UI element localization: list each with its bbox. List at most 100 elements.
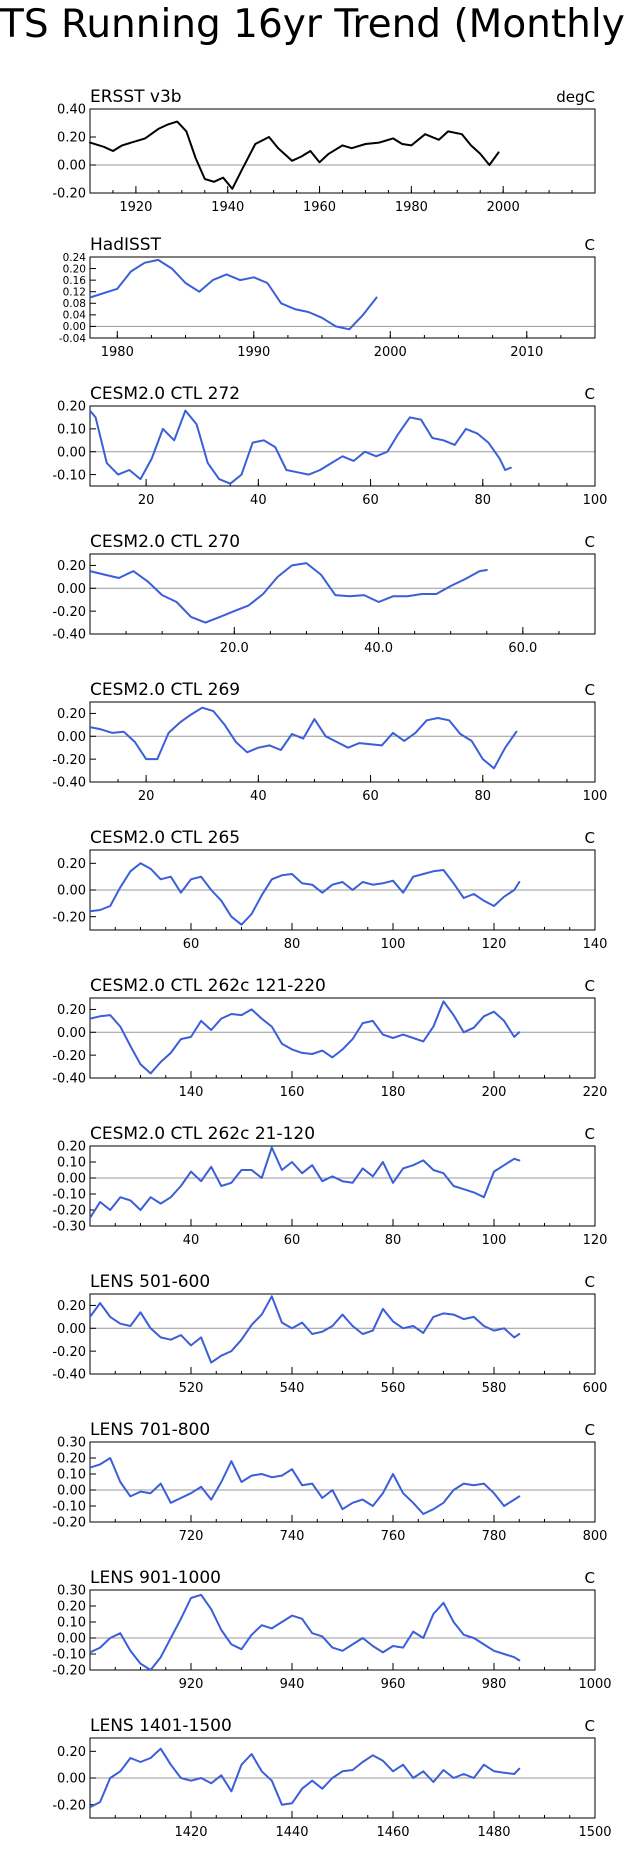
y-tick-label: -0.20	[52, 1049, 86, 1064]
y-tick-label: 0.08	[63, 298, 86, 310]
x-tick-label: 1500	[578, 1825, 611, 1840]
x-tick-label: 80	[284, 937, 301, 952]
y-tick-label: -0.20	[52, 1798, 86, 1813]
y-tick-label: 0.40	[57, 103, 86, 118]
x-tick-label: 1460	[376, 1825, 409, 1840]
panel-title: CESM2.0 CTL 262c 21-120	[90, 1124, 315, 1144]
y-tick-label: 0.20	[57, 131, 86, 146]
x-tick-label: 960	[381, 1677, 406, 1692]
y-tick-label: 0.20	[57, 1140, 86, 1155]
x-tick-label: 140	[583, 937, 608, 952]
x-tick-label: 1000	[578, 1677, 611, 1692]
y-tick-label: 0.16	[63, 275, 87, 287]
x-tick-label: 940	[280, 1677, 305, 1692]
series-line	[89, 1457, 521, 1515]
y-tick-label: 0.10	[57, 423, 86, 438]
x-tick-label: 140	[179, 1085, 204, 1100]
panel-title: CESM2.0 CTL 272	[90, 384, 240, 404]
series-line	[89, 1295, 521, 1364]
panel-units: C	[585, 236, 595, 254]
series-line	[89, 1000, 521, 1075]
x-tick-label: 60	[284, 1233, 301, 1248]
y-tick-label: -0.10	[52, 1500, 86, 1515]
y-tick-label: 0.20	[57, 1003, 86, 1018]
panel-title: ERSST v3b	[90, 87, 182, 107]
y-tick-label: 0.30	[57, 1584, 86, 1599]
x-tick-label: 60.0	[508, 641, 537, 656]
y-tick-label: 0.00	[57, 445, 86, 460]
panel-units: C	[585, 829, 595, 847]
x-tick-label: 20.0	[220, 641, 249, 656]
y-tick-label: -0.40	[52, 1368, 86, 1383]
x-tick-label: 580	[482, 1381, 507, 1396]
page-title: TS Running 16yr Trend (Monthly)	[0, 2, 625, 47]
series-line	[89, 1747, 521, 1809]
series-line	[89, 1593, 521, 1671]
y-tick-label: 0.00	[57, 159, 86, 174]
x-tick-label: 80	[475, 789, 492, 804]
panel-units: C	[585, 977, 595, 995]
x-tick-label: 20	[138, 789, 155, 804]
x-tick-label: 40	[183, 1233, 200, 1248]
panel-frame	[89, 256, 596, 339]
x-tick-label: 40	[250, 493, 267, 508]
y-tick-label: 0.20	[63, 263, 86, 275]
panel-frame	[89, 997, 596, 1079]
x-tick-label: 1480	[477, 1825, 510, 1840]
y-tick-label: -0.20	[52, 910, 86, 925]
y-tick-label: -0.20	[52, 1516, 86, 1531]
panel-units: C	[585, 1717, 595, 1735]
x-tick-label: 540	[280, 1381, 305, 1396]
y-tick-label: 0.20	[57, 707, 86, 722]
y-tick-label: 0.00	[57, 1632, 86, 1647]
y-tick-label: 0.24	[63, 252, 87, 264]
y-tick-label: 0.00	[57, 1484, 86, 1499]
series-line	[89, 862, 521, 926]
panel-units: degC	[556, 88, 595, 106]
x-tick-label: 760	[381, 1529, 406, 1544]
y-tick-label: 0.20	[57, 1452, 86, 1467]
y-tick-label: -0.20	[52, 753, 86, 768]
y-tick-label: 0.00	[57, 730, 86, 745]
y-tick-label: -0.20	[52, 1664, 86, 1679]
y-tick-label: -0.30	[52, 1220, 86, 1235]
x-tick-label: 1940	[211, 200, 244, 215]
series-line	[89, 120, 500, 190]
x-tick-label: 100	[381, 937, 406, 952]
x-tick-label: 1980	[101, 345, 134, 360]
x-tick-label: 60	[183, 937, 200, 952]
y-tick-label: 0.20	[57, 1299, 86, 1314]
x-tick-label: 100	[482, 1233, 507, 1248]
series-line	[89, 706, 518, 770]
x-tick-label: 1960	[303, 200, 336, 215]
x-tick-label: 920	[179, 1677, 204, 1692]
x-tick-label: 80	[385, 1233, 402, 1248]
panel-title: LENS 1401-1500	[90, 1716, 232, 1736]
x-tick-label: 100	[583, 789, 608, 804]
x-tick-label: 1920	[119, 200, 152, 215]
panel-frame	[89, 108, 596, 194]
y-tick-label: -0.40	[52, 628, 86, 643]
y-tick-label: 0.00	[63, 321, 86, 333]
x-tick-label: 40.0	[364, 641, 393, 656]
panel-units: C	[585, 533, 595, 551]
y-tick-label: 0.00	[57, 582, 86, 597]
panel-units: C	[585, 1273, 595, 1291]
y-tick-label: 0.20	[57, 559, 86, 574]
y-tick-label: -0.04	[59, 333, 86, 345]
y-tick-label: 0.20	[57, 1600, 86, 1615]
panel-title: HadISST	[90, 235, 162, 255]
series-line	[89, 1146, 521, 1219]
panel-title: LENS 501-600	[90, 1272, 210, 1292]
panel-units: C	[585, 681, 595, 699]
x-tick-label: 80	[475, 493, 492, 508]
panel-frame	[89, 405, 596, 487]
x-tick-label: 220	[583, 1085, 608, 1100]
panel-frame	[89, 1145, 596, 1227]
y-tick-label: 0.00	[57, 1172, 86, 1187]
y-tick-label: -0.40	[52, 776, 86, 791]
panel-title: CESM2.0 CTL 270	[90, 532, 240, 552]
x-tick-label: 1420	[174, 1825, 207, 1840]
panel-units: C	[585, 1421, 595, 1439]
